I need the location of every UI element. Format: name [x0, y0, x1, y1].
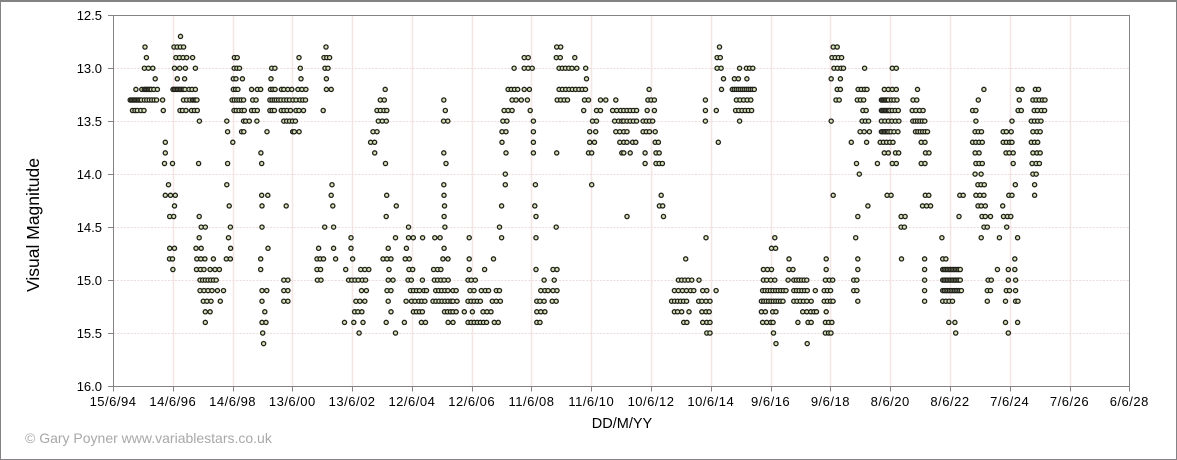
svg-text:© Gary Poyner www.variablestar: © Gary Poyner www.variablestars.co.uk: [25, 430, 273, 446]
svg-text:9/6/18: 9/6/18: [811, 394, 850, 409]
svg-text:6/6/28: 6/6/28: [1110, 394, 1149, 409]
svg-text:10/6/12: 10/6/12: [628, 394, 675, 409]
svg-text:11/6/10: 11/6/10: [568, 394, 614, 409]
svg-text:14/6/98: 14/6/98: [209, 394, 256, 409]
svg-text:9/6/16: 9/6/16: [751, 394, 790, 409]
svg-text:13/6/00: 13/6/00: [269, 394, 316, 409]
svg-text:8/6/22: 8/6/22: [930, 394, 969, 409]
svg-text:15.0: 15.0: [77, 273, 102, 288]
svg-text:12/6/04: 12/6/04: [388, 394, 435, 409]
svg-text:14.0: 14.0: [77, 167, 102, 182]
svg-text:11/6/08: 11/6/08: [509, 394, 555, 409]
svg-text:16.0: 16.0: [77, 379, 102, 394]
svg-text:13.5: 13.5: [77, 114, 102, 129]
svg-text:8/6/20: 8/6/20: [871, 394, 910, 409]
svg-text:10/6/14: 10/6/14: [687, 394, 734, 409]
svg-text:15.5: 15.5: [77, 326, 102, 341]
svg-text:13.0: 13.0: [77, 61, 102, 76]
svg-text:7/6/24: 7/6/24: [990, 394, 1029, 409]
svg-text:14/6/96: 14/6/96: [149, 394, 196, 409]
svg-text:Visual Magnitude: Visual Magnitude: [23, 158, 43, 292]
svg-text:12.5: 12.5: [77, 8, 102, 23]
svg-text:12/6/06: 12/6/06: [448, 394, 495, 409]
svg-text:15/6/94: 15/6/94: [90, 394, 137, 409]
svg-text:14.5: 14.5: [77, 220, 102, 235]
svg-text:7/6/26: 7/6/26: [1050, 394, 1089, 409]
svg-text:13/6/02: 13/6/02: [329, 394, 376, 409]
svg-text:DD/M/YY: DD/M/YY: [592, 416, 653, 432]
